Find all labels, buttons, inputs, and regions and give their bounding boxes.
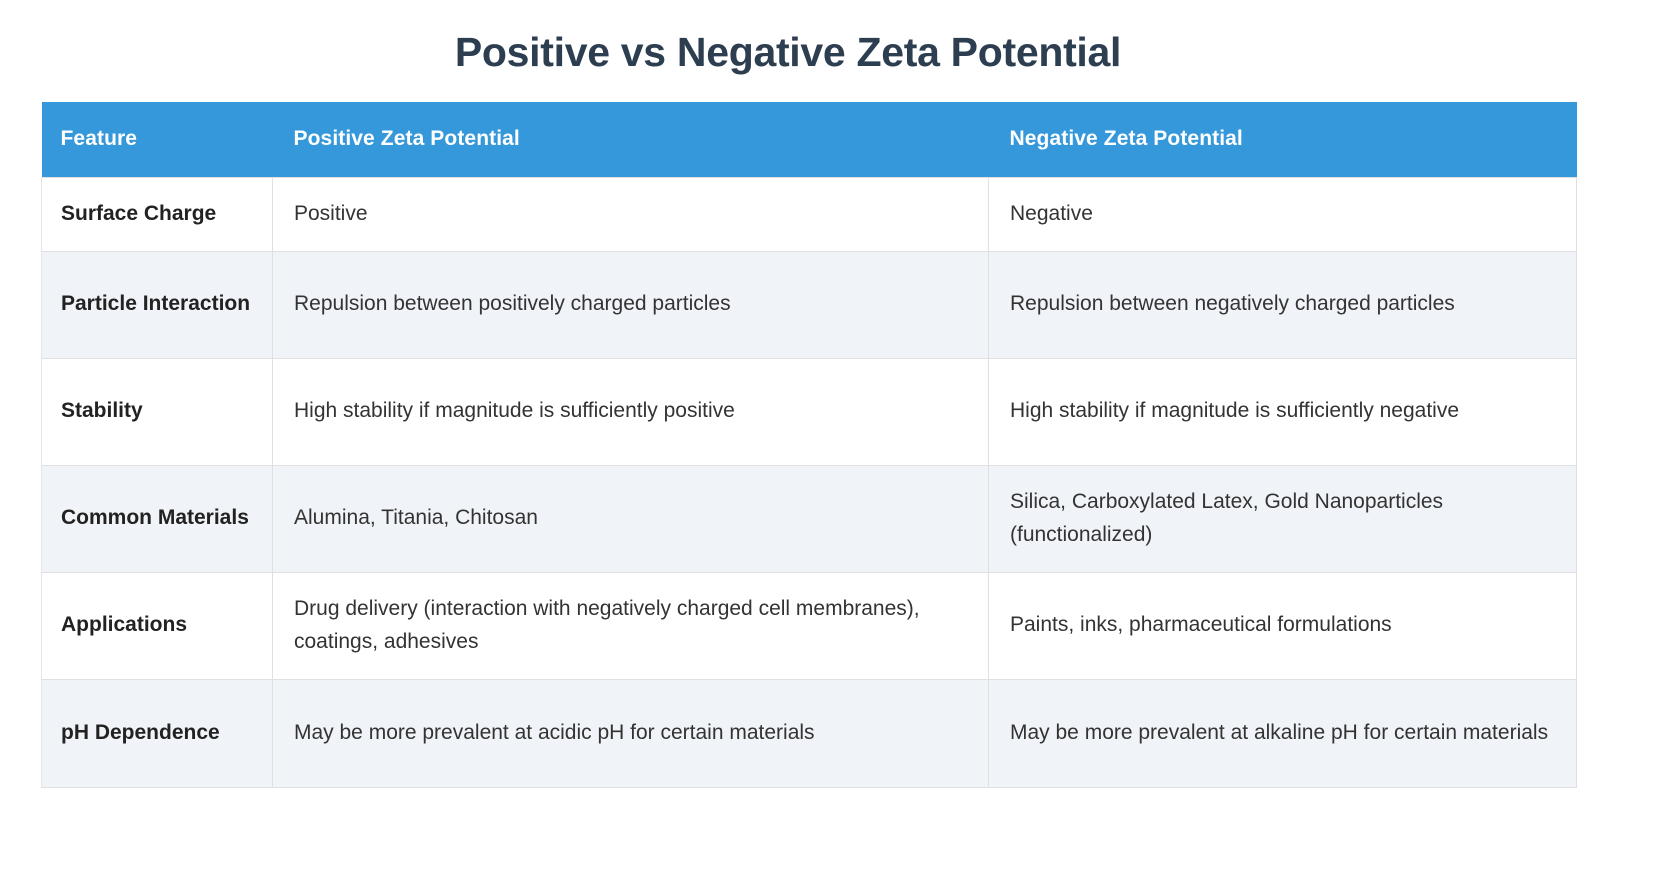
comparison-table: Feature Positive Zeta Potential Negative… bbox=[41, 102, 1577, 788]
cell-feature: pH Dependence bbox=[41, 678, 273, 788]
column-header-feature: Feature bbox=[41, 102, 273, 177]
cell-feature: Stability bbox=[41, 357, 273, 466]
column-header-positive-zeta-potential: Positive Zeta Potential bbox=[272, 102, 989, 177]
column-header-negative-zeta-potential: Negative Zeta Potential bbox=[988, 102, 1577, 177]
cell-negative: Paints, inks, pharmaceutical formulation… bbox=[988, 571, 1577, 680]
cell-feature: Particle Interaction bbox=[41, 250, 273, 359]
cell-positive: Repulsion between positively charged par… bbox=[272, 250, 989, 359]
table-row: pH Dependence May be more prevalent at a… bbox=[41, 678, 1577, 788]
cell-negative: Negative bbox=[988, 176, 1577, 252]
table-header: Feature Positive Zeta Potential Negative… bbox=[41, 102, 1577, 177]
comparison-table-container: Feature Positive Zeta Potential Negative… bbox=[41, 102, 1577, 788]
cell-positive: Positive bbox=[272, 176, 989, 252]
cell-negative: Repulsion between negatively charged par… bbox=[988, 250, 1577, 359]
table-header-row: Feature Positive Zeta Potential Negative… bbox=[41, 102, 1577, 177]
cell-positive: Drug delivery (interaction with negative… bbox=[272, 571, 989, 680]
table-row: Common Materials Alumina, Titania, Chito… bbox=[41, 464, 1577, 573]
page-title: Positive vs Negative Zeta Potential bbox=[454, 29, 1122, 75]
cell-feature: Applications bbox=[41, 571, 273, 680]
cell-feature: Surface Charge bbox=[41, 176, 273, 252]
cell-positive: May be more prevalent at acidic pH for c… bbox=[272, 678, 989, 788]
table-row: Applications Drug delivery (interaction … bbox=[41, 571, 1577, 680]
cell-negative: High stability if magnitude is sufficien… bbox=[988, 357, 1577, 466]
table-row: Surface Charge Positive Negative bbox=[41, 176, 1577, 252]
cell-negative: May be more prevalent at alkaline pH for… bbox=[988, 678, 1577, 788]
cell-positive: Alumina, Titania, Chitosan bbox=[272, 464, 989, 573]
table-body: Surface Charge Positive Negative Particl… bbox=[41, 176, 1577, 788]
cell-negative: Silica, Carboxylated Latex, Gold Nanopar… bbox=[988, 464, 1577, 573]
table-row: Stability High stability if magnitude is… bbox=[41, 357, 1577, 466]
cell-feature: Common Materials bbox=[41, 464, 273, 573]
cell-positive: High stability if magnitude is sufficien… bbox=[272, 357, 989, 466]
table-row: Particle Interaction Repulsion between p… bbox=[41, 250, 1577, 359]
